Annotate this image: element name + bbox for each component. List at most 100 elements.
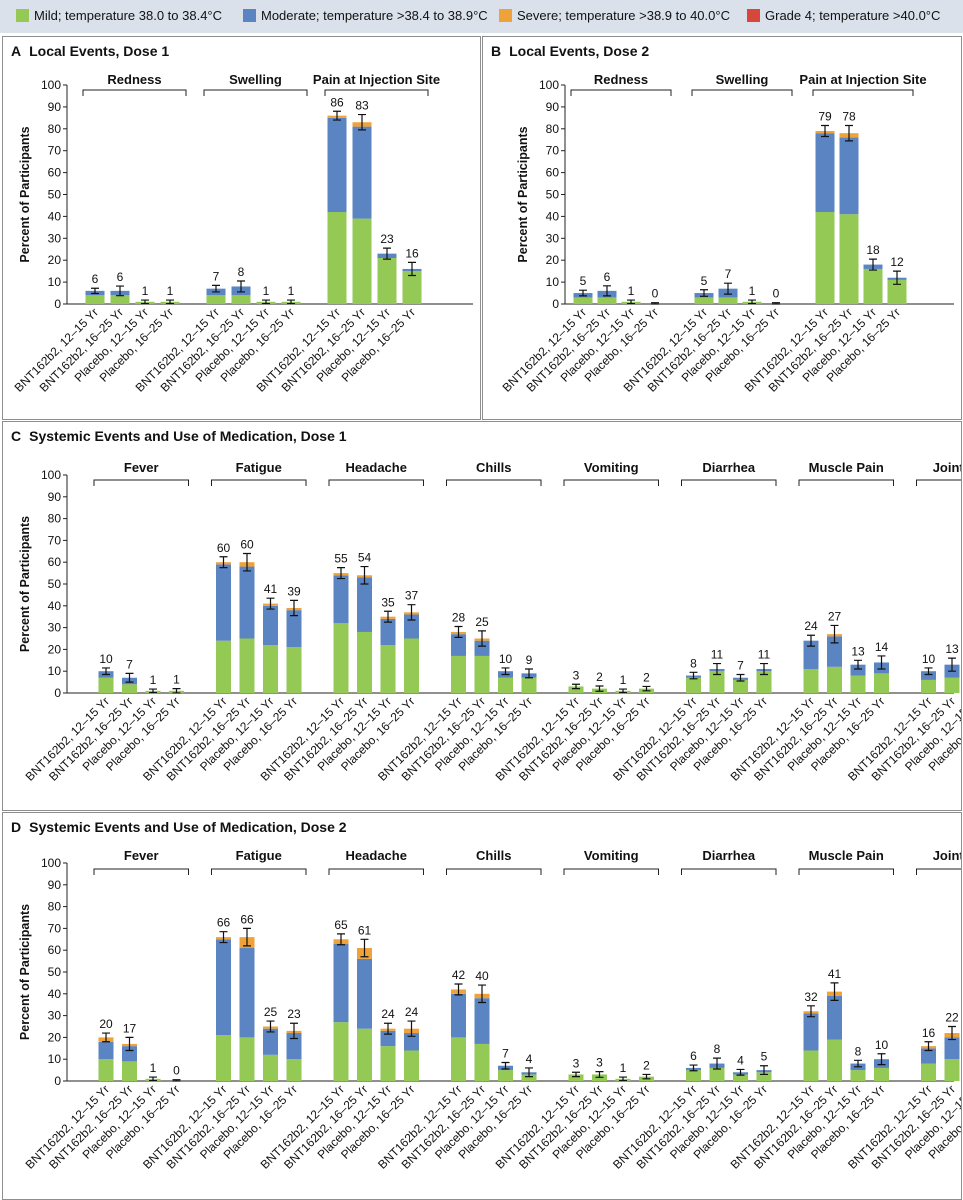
- chart-b-value-label-pain-at-injection-site-0: 79: [818, 110, 832, 124]
- legend-label-severe: Severe; temperature >38.9 to 40.0°C: [517, 8, 730, 23]
- chart-d-bar-headache-0-mild: [333, 1022, 349, 1081]
- chart-d-group-label-vomiting: Vomiting: [584, 848, 639, 863]
- chart-a-value-label-swelling-2: 1: [263, 284, 270, 298]
- chart-c-bar-headache-0-moderate: [333, 575, 349, 624]
- chart-c-bar-headache-2-moderate: [380, 618, 396, 646]
- chart-d-bar-headache-2-mild: [380, 1046, 396, 1081]
- chart-d-value-label-fatigue-0: 66: [217, 916, 231, 930]
- chart-d-value-label-headache-0: 65: [334, 918, 348, 932]
- chart-a-errbar-redness-3: [166, 299, 174, 305]
- chart-c-errbar-vomiting-2: [619, 688, 627, 694]
- chart-a-errbar-redness-0: [91, 287, 99, 295]
- chart-d-bar-muscle-pain-3-mild: [874, 1067, 889, 1081]
- chart-c-group-label-joint-pain: Joint Pain: [933, 460, 961, 475]
- chart-c-value-label-diarrhea-3: 11: [758, 648, 771, 662]
- chart-d-value-label-joint-pain-1: 22: [945, 1011, 959, 1025]
- chart-c-ytick-label-30: 30: [48, 621, 62, 635]
- chart-d-bar-muscle-pain-0-mild: [803, 1050, 819, 1081]
- chart-d-errbar-fever-0: [102, 1032, 110, 1043]
- chart-c-value-label-fatigue-0: 60: [217, 541, 231, 555]
- chart-c-value-label-muscle-pain-1: 27: [828, 609, 842, 623]
- chart-c-bar-chills-0-moderate: [451, 634, 466, 656]
- chart-c-bar-fatigue-2-mild: [263, 645, 278, 693]
- chart-b-errbar-swelling-1: [724, 282, 732, 295]
- chart-c-bracket-chills: [446, 479, 542, 486]
- chart-b-group-label-pain-at-injection-site: Pain at Injection Site: [799, 72, 926, 87]
- chart-d-bar-muscle-pain-2-mild: [850, 1070, 866, 1081]
- chart-a-ytick-label-20: 20: [48, 253, 62, 267]
- chart-d-bar-chills-0-moderate: [451, 993, 466, 1038]
- chart-b-bar-pain-at-injection-site-2-mild: [863, 268, 883, 304]
- chart-d-bar-chills-2-mild: [498, 1070, 513, 1081]
- chart-d-bracket-fever: [93, 868, 189, 875]
- chart-d-ytick-label-90: 90: [48, 878, 62, 892]
- chart-d-value-label-joint-pain-0: 16: [922, 1026, 936, 1040]
- chart-b-bar-pain-at-injection-site-0-mild: [815, 212, 835, 304]
- chart-a-bar-redness-0-mild: [85, 295, 105, 304]
- panel-d-title: D Systemic Events and Use of Medication, …: [11, 819, 347, 835]
- chart-c-errbar-fever-1: [125, 672, 134, 683]
- chart-c-value-label-fever-2: 1: [150, 673, 157, 687]
- chart-a-errbar-pain-at-injection-site-3: [408, 261, 416, 277]
- chart-b-errbar-redness-2: [627, 299, 635, 305]
- chart-c-errbar-muscle-pain-0: [807, 634, 815, 647]
- chart-c-errbar-fever-2: [149, 688, 157, 694]
- chart-d-errbar-diarrhea-3: [760, 1065, 768, 1076]
- chart-b-bar-redness-1-mild: [597, 297, 617, 304]
- chart-c-errbar-diarrhea-0: [689, 671, 698, 680]
- chart-c-value-label-chills-2: 10: [499, 652, 513, 666]
- chart-d-bar-fatigue-0-mild: [216, 1035, 231, 1081]
- chart-a-errbar-redness-2: [141, 299, 149, 305]
- chart-a-value-label-redness-0: 6: [92, 272, 99, 286]
- chart-d-bracket-headache: [328, 868, 424, 875]
- chart-d-bar-chills-1-moderate: [474, 998, 490, 1044]
- chart-d-errbar-diarrhea-2: [736, 1068, 745, 1076]
- chart-c-bar-fever-1-mild: [122, 684, 137, 693]
- chart-d-bar-fever-0-moderate: [98, 1041, 114, 1060]
- chart-c-group-label-muscle-pain: Muscle Pain: [809, 460, 884, 475]
- legend: Mild; temperature 38.0 to 38.4°C Moderat…: [0, 0, 963, 33]
- chart-d-errbar-diarrhea-0: [689, 1064, 698, 1072]
- chart-d-ylabel: Percent of Participants: [18, 904, 32, 1040]
- chart-d-bar-headache-1-moderate: [357, 958, 372, 1029]
- chart-c-group-label-fatigue: Fatigue: [236, 460, 282, 475]
- chart-d-bar-joint-pain-0-moderate: [921, 1048, 936, 1064]
- chart-a-ytick-label-30: 30: [48, 231, 62, 245]
- chart-b-errbar-redness-1: [603, 285, 611, 297]
- chart-c-ytick-label-40: 40: [48, 599, 62, 613]
- chart-d-bar-headache-1-mild: [357, 1028, 372, 1081]
- chart-b-errbar-pain-at-injection-site-1: [845, 124, 853, 142]
- panel-a-letter: A: [11, 43, 22, 59]
- chart-d-errbar-fatigue-1: [243, 927, 251, 947]
- chart-c-bracket-fatigue: [211, 479, 307, 486]
- chart-c-bar-headache-1-moderate: [357, 577, 372, 632]
- chart-d-value-label-diarrhea-0: 6: [690, 1049, 697, 1063]
- chart-c-errbar-headache-1: [360, 565, 369, 585]
- chart-d-errbar-chills-3: [525, 1067, 533, 1078]
- chart-c-bar-joint-pain-0-moderate: [921, 671, 936, 680]
- chart-c-value-label-joint-pain-1: 13: [945, 642, 959, 656]
- chart-c-errbar-vomiting-1: [595, 685, 604, 692]
- chart-c-value-label-fever-1: 7: [126, 657, 133, 671]
- chart-b-ytick-label-80: 80: [546, 122, 560, 136]
- chart-a-bar-swelling-0-mild: [206, 295, 226, 304]
- chart-c-bar-joint-pain-1-mild: [944, 677, 960, 693]
- chart-d-value-label-chills-3: 4: [526, 1052, 533, 1066]
- chart-a-value-label-swelling-3: 1: [288, 284, 295, 298]
- chart-a-bracket-pain-at-injection-site: [324, 89, 429, 96]
- chart-d-value-label-fatigue-3: 23: [287, 1007, 301, 1021]
- chart-d-bracket-fatigue: [211, 868, 307, 875]
- chart-d-errbar-vomiting-0: [572, 1071, 580, 1078]
- chart-c-bar-fever-0-mild: [98, 677, 114, 693]
- chart-a-ytick-label-70: 70: [48, 144, 62, 158]
- chart-b-errbar-swelling-2: [748, 299, 756, 305]
- chart-c-errbar-fatigue-2: [266, 597, 275, 610]
- chart-d-errbar-muscle-pain-3: [877, 1053, 886, 1066]
- chart-c-errbar-fatigue-3: [290, 599, 298, 617]
- chart-c-value-label-muscle-pain-2: 13: [851, 644, 865, 658]
- chart-d-errbar-vomiting-1: [595, 1071, 604, 1078]
- chart-d-group-label-muscle-pain: Muscle Pain: [809, 848, 884, 863]
- chart-d-bracket-vomiting: [563, 868, 659, 875]
- chart-d-bar-fatigue-1-moderate: [239, 948, 255, 1038]
